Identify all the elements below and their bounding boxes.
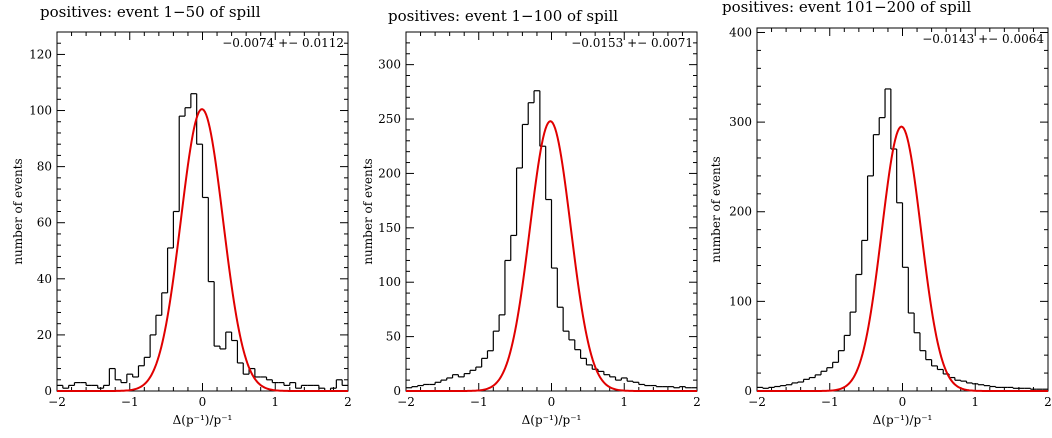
y-tick-label: 150 xyxy=(378,221,401,235)
x-tick-label: −2 xyxy=(748,395,766,409)
x-tick-label: −2 xyxy=(397,395,415,409)
y-tick-label: 40 xyxy=(37,272,52,286)
panel-title: positives: event 101−200 of spill xyxy=(722,0,971,16)
plot-frame xyxy=(56,31,349,392)
y-tick-label: 200 xyxy=(729,205,752,219)
gaussian-fit-curve xyxy=(757,125,1048,392)
y-tick-label: 0 xyxy=(44,384,52,398)
y-tick-label: 400 xyxy=(729,25,752,39)
x-tick-label: 1 xyxy=(971,395,979,409)
y-tick-label: 100 xyxy=(29,104,52,118)
x-axis-label: Δ(p⁻¹)/p⁻¹ xyxy=(873,413,933,427)
gaussian-fit-curve xyxy=(406,120,697,392)
x-tick-label: 0 xyxy=(199,395,207,409)
y-tick-label: 200 xyxy=(378,166,401,180)
gaussian-fit-curve xyxy=(57,108,348,392)
y-tick-label: 20 xyxy=(37,328,52,342)
y-axis-label: number of events xyxy=(709,156,723,262)
x-axis-label: Δ(p⁻¹)/p⁻¹ xyxy=(173,413,233,427)
histogram-panel-3: −2 −1 0 1 2 0 100 200 300 400 −0.0143 +− 0.0064 pos… xyxy=(709,0,1052,427)
y-axis-label: number of events xyxy=(11,158,25,264)
y-tick-label: 300 xyxy=(378,58,401,72)
y-tick-label: 0 xyxy=(393,384,401,398)
x-tick-label: 2 xyxy=(1044,395,1052,409)
y-tick-label: 120 xyxy=(29,47,52,61)
x-axis-label: Δ(p⁻¹)/p⁻¹ xyxy=(522,413,582,427)
x-tick-label: −1 xyxy=(470,395,488,409)
fit-annotation: −0.0153 +− 0.0071 xyxy=(571,36,693,50)
x-tick-label: −1 xyxy=(121,395,139,409)
y-tick-label: 100 xyxy=(378,275,401,289)
histogram-panel-2: −2 −1 0 1 2 0 50 100 150 200 250 300 −0.0153 +− 0.00… xyxy=(361,7,701,427)
x-tick-label: 1 xyxy=(620,395,628,409)
fit-annotation: −0.0143 +− 0.0064 xyxy=(922,32,1044,46)
x-tick-label: 1 xyxy=(271,395,279,409)
x-tick-label: 0 xyxy=(899,395,907,409)
y-tick-label: 300 xyxy=(729,115,752,129)
y-tick-label: 250 xyxy=(378,112,401,126)
y-tick-label: 100 xyxy=(729,294,752,308)
y-tick-label: 80 xyxy=(37,160,52,174)
y-tick-label: 0 xyxy=(744,384,752,398)
panel-title: positives: event 1−50 of spill xyxy=(40,3,261,21)
y-tick-label: 50 xyxy=(386,330,401,344)
x-tick-label: −1 xyxy=(821,395,839,409)
fit-annotation: −0.0074 +− 0.0112 xyxy=(222,36,344,50)
x-tick-label: −2 xyxy=(48,395,66,409)
x-tick-label: 0 xyxy=(548,395,556,409)
y-axis-label: number of events xyxy=(361,158,375,264)
x-tick-label: 2 xyxy=(344,395,352,409)
panel-title: positives: event 1−100 of spill xyxy=(388,7,618,25)
x-tick-label: 2 xyxy=(693,395,701,409)
y-tick-label: 60 xyxy=(37,216,52,230)
